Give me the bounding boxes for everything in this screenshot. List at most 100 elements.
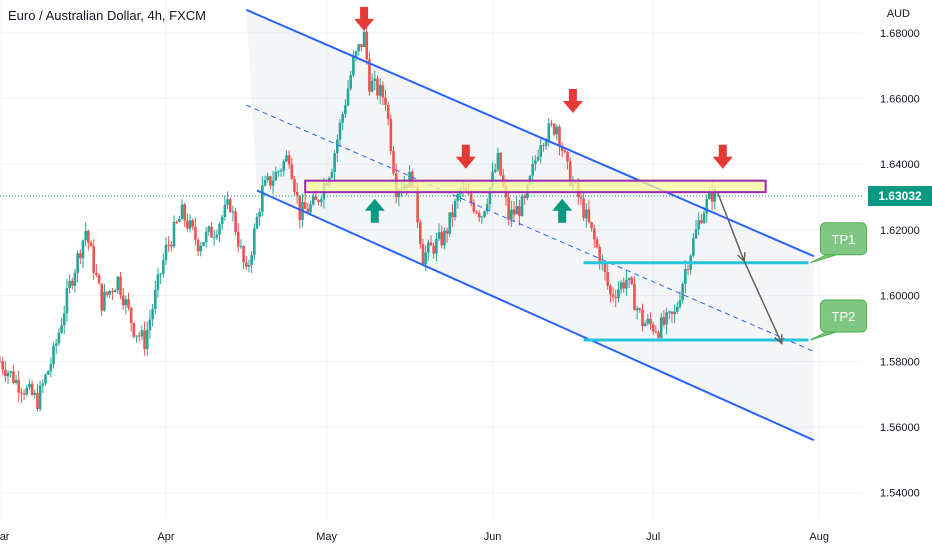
candle-body xyxy=(389,118,393,151)
candle-body xyxy=(614,296,618,299)
candle-body xyxy=(344,105,347,115)
candle-body xyxy=(710,191,714,202)
candle-body xyxy=(579,196,583,199)
candle-body xyxy=(20,392,23,394)
candle-body xyxy=(485,203,489,212)
candle-body xyxy=(172,221,176,247)
candle-body xyxy=(303,202,307,209)
candle-body xyxy=(555,126,559,135)
candle-body xyxy=(550,123,553,125)
candle-body xyxy=(89,242,93,247)
candle-body xyxy=(582,198,585,219)
candle-body xyxy=(427,242,430,253)
candle-body xyxy=(14,379,18,383)
candle-body xyxy=(242,246,245,263)
chart-title: Euro / Australian Dollar, 4h, FXCM xyxy=(8,8,206,23)
candle-body xyxy=(137,335,141,337)
projection-arrowhead xyxy=(774,334,783,345)
candle-body xyxy=(70,280,74,286)
candle-body xyxy=(274,171,278,181)
candle-body xyxy=(52,345,55,365)
candle-body xyxy=(507,197,510,220)
candle-body xyxy=(103,291,106,311)
candle-body xyxy=(261,185,264,212)
candle-body xyxy=(4,369,7,377)
candle-body xyxy=(477,212,481,218)
y-tick-label: 1.54000 xyxy=(880,488,920,500)
candle-body xyxy=(451,212,454,218)
candle-body xyxy=(568,161,572,186)
x-tick-label: Aug xyxy=(809,531,829,543)
drawings: TP1 TP2 xyxy=(0,6,867,442)
candle-body xyxy=(73,272,77,286)
candle-body xyxy=(145,330,149,350)
candle-body xyxy=(702,213,706,223)
x-tick-label: Apr xyxy=(157,531,174,543)
channel-background xyxy=(246,9,814,441)
candle-body xyxy=(148,319,152,331)
candle-body xyxy=(196,239,200,252)
candle-body xyxy=(362,31,366,47)
candle-body xyxy=(151,308,154,320)
candle-body xyxy=(9,371,13,373)
y-tick-label: 1.62000 xyxy=(880,225,920,237)
projection-line xyxy=(743,260,783,344)
y-tick-label: 1.64000 xyxy=(880,159,920,171)
candle-body xyxy=(357,44,361,52)
candle-body xyxy=(453,200,457,218)
candle-body xyxy=(108,290,112,295)
channel-lower-line xyxy=(256,189,815,442)
callout-box xyxy=(819,222,867,256)
candle-body xyxy=(36,392,39,410)
candle-body xyxy=(228,199,232,212)
callout-box xyxy=(819,299,867,333)
candle-body xyxy=(560,146,564,151)
candle-body xyxy=(456,194,460,201)
candle-body xyxy=(418,222,422,245)
candle-body xyxy=(210,226,213,238)
x-tick-label: May xyxy=(316,531,337,543)
candle-body xyxy=(512,209,516,215)
channel-upper-line xyxy=(245,8,815,258)
candle-body xyxy=(566,151,569,162)
candle-body xyxy=(105,291,109,295)
candle-body xyxy=(544,141,548,146)
candle-body xyxy=(617,289,620,299)
callout-label-tp1: TP1 xyxy=(832,232,856,247)
candle-body xyxy=(713,189,717,202)
y-tick-label: 1.68000 xyxy=(880,28,920,40)
candle-body xyxy=(619,282,623,290)
candle-body xyxy=(515,206,518,215)
candle-body xyxy=(622,282,626,289)
candle-body xyxy=(611,294,615,297)
candle-body xyxy=(191,220,195,227)
candle-body xyxy=(686,269,690,271)
candle-body xyxy=(247,264,251,267)
candle-body xyxy=(654,331,658,333)
candles xyxy=(0,27,717,412)
candle-body xyxy=(536,156,540,161)
candle-body xyxy=(28,383,31,388)
candle-body xyxy=(330,171,334,178)
candle-body xyxy=(437,232,441,239)
candle-body xyxy=(584,209,588,219)
candle-body xyxy=(443,230,446,246)
candle-body xyxy=(609,285,612,295)
candle-body xyxy=(386,105,390,119)
candle-body xyxy=(76,253,79,273)
candle-body xyxy=(22,393,26,395)
candle-body xyxy=(255,216,259,229)
candle-body xyxy=(314,196,318,201)
candle-body xyxy=(298,195,302,221)
candle-body xyxy=(194,226,197,240)
sell-arrow-icon xyxy=(712,144,733,169)
candle-body xyxy=(646,318,650,324)
candle-body xyxy=(563,150,567,152)
candle-body xyxy=(33,392,37,395)
candle-body xyxy=(700,220,703,223)
y-tick-label: 1.66000 xyxy=(880,94,920,106)
candle-body xyxy=(662,317,666,325)
candle-body xyxy=(212,237,216,239)
